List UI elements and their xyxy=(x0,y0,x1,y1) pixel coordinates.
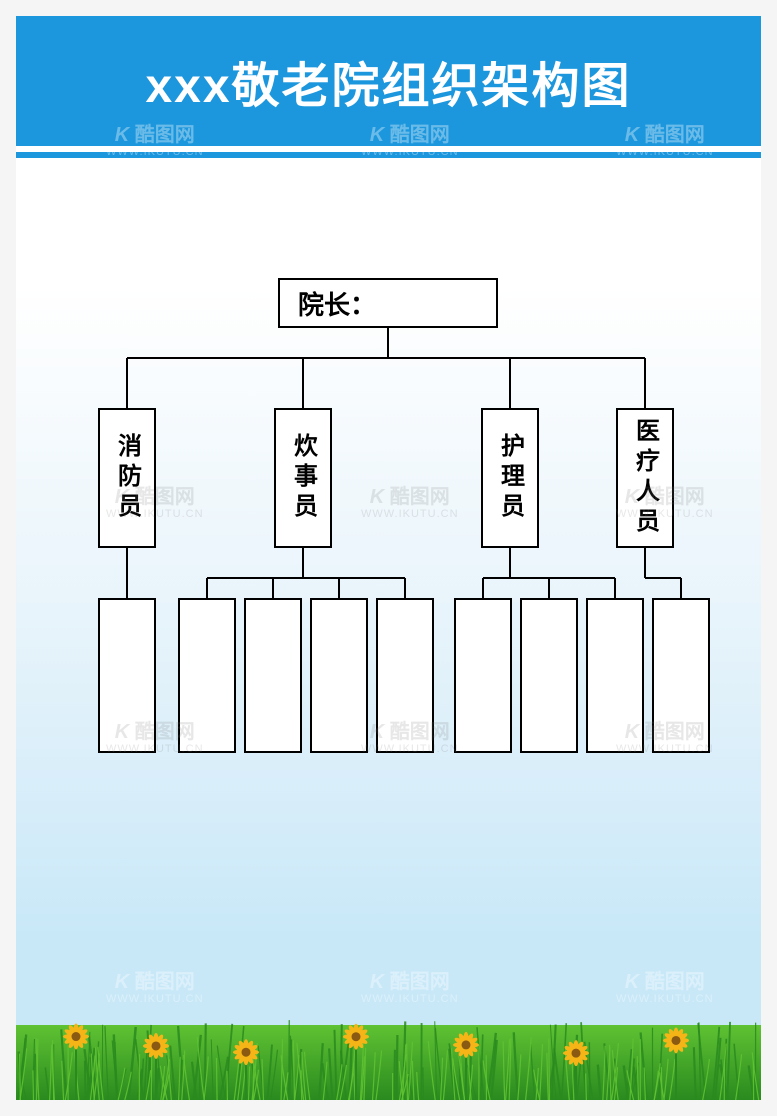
org-node-leaf xyxy=(310,598,368,753)
org-node-fire: 消防员 xyxy=(98,408,156,548)
org-node-root: 院长： xyxy=(278,278,498,328)
org-node-nurse: 护理员 xyxy=(481,408,539,548)
header: xxx敬老院组织架构图 xyxy=(16,16,761,146)
org-node-leaf xyxy=(586,598,644,753)
grass-illustration xyxy=(16,970,761,1100)
org-node-leaf xyxy=(376,598,434,753)
page-title: xxx敬老院组织架构图 xyxy=(145,46,631,116)
org-node-leaf xyxy=(652,598,710,753)
poster: xxx敬老院组织架构图 院长：消防员炊事员护理员医疗人员 K 酷图网WWW.IK… xyxy=(16,16,761,1100)
org-node-leaf xyxy=(520,598,578,753)
org-node-medical: 医疗人员 xyxy=(616,408,674,548)
org-node-leaf xyxy=(98,598,156,753)
org-chart: 院长： 消防员 炊事员 护理员 医疗人员 xyxy=(16,158,761,758)
org-node-leaf xyxy=(244,598,302,753)
org-node-cook: 炊事员 xyxy=(274,408,332,548)
org-node-leaf xyxy=(178,598,236,753)
org-node-leaf xyxy=(454,598,512,753)
